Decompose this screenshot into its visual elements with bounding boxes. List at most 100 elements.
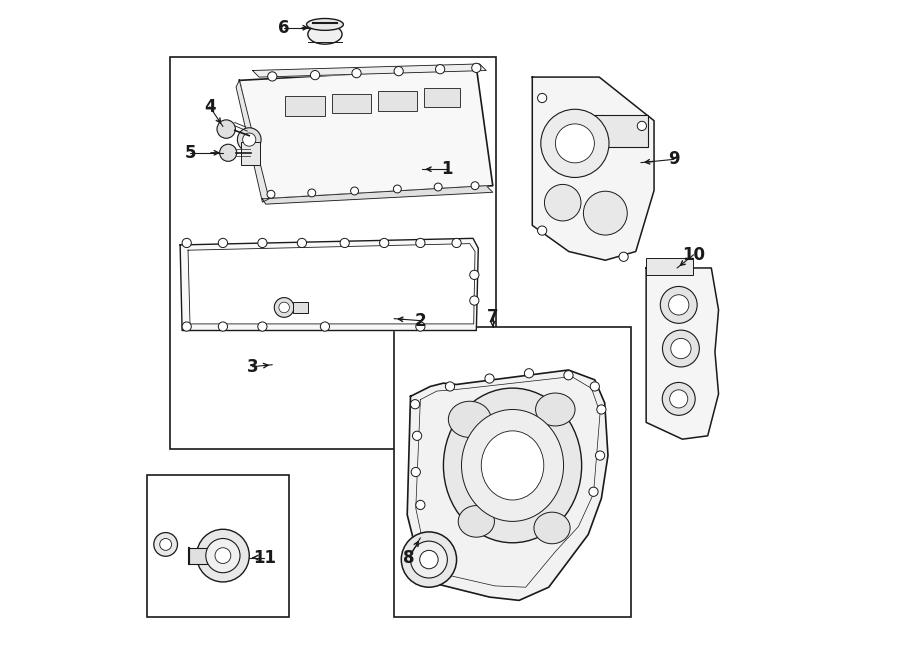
Text: 2: 2 (415, 311, 427, 330)
Circle shape (661, 286, 698, 323)
Circle shape (154, 533, 177, 557)
Circle shape (544, 184, 581, 221)
Polygon shape (263, 186, 493, 204)
Circle shape (446, 382, 454, 391)
Bar (241, 141, 260, 165)
Ellipse shape (534, 512, 570, 544)
Circle shape (410, 541, 447, 578)
Circle shape (589, 487, 598, 496)
Text: 11: 11 (253, 549, 276, 566)
Circle shape (217, 120, 236, 138)
Circle shape (555, 124, 594, 163)
Circle shape (279, 302, 290, 313)
Circle shape (380, 239, 389, 248)
Text: 1: 1 (441, 160, 453, 178)
Circle shape (419, 551, 438, 568)
Circle shape (471, 182, 479, 190)
Circle shape (352, 69, 361, 78)
Circle shape (159, 539, 172, 551)
Polygon shape (239, 67, 493, 199)
Bar (148, 475, 289, 617)
Bar (646, 258, 693, 274)
Circle shape (412, 431, 422, 440)
Bar (378, 91, 417, 110)
Bar (170, 58, 496, 449)
Ellipse shape (444, 388, 581, 543)
Circle shape (637, 122, 646, 130)
Circle shape (257, 322, 267, 331)
Circle shape (238, 128, 261, 151)
Bar (189, 548, 207, 564)
Bar (424, 89, 460, 106)
Circle shape (219, 322, 228, 331)
Text: 9: 9 (668, 150, 680, 169)
Text: 4: 4 (204, 98, 216, 116)
Text: 6: 6 (278, 19, 290, 37)
Polygon shape (180, 239, 478, 330)
Circle shape (670, 390, 688, 408)
Bar (285, 96, 325, 116)
Bar (331, 94, 371, 113)
Circle shape (267, 72, 277, 81)
Circle shape (541, 109, 609, 177)
Circle shape (662, 330, 699, 367)
Circle shape (274, 297, 294, 317)
Ellipse shape (308, 24, 342, 44)
Circle shape (669, 295, 689, 315)
Circle shape (196, 529, 249, 582)
Ellipse shape (448, 401, 491, 438)
Circle shape (340, 239, 349, 248)
Circle shape (182, 322, 192, 331)
Circle shape (662, 383, 695, 415)
Circle shape (416, 239, 425, 248)
Circle shape (597, 405, 606, 414)
Circle shape (416, 322, 425, 331)
Circle shape (206, 539, 240, 572)
Circle shape (215, 548, 230, 564)
Circle shape (537, 226, 547, 235)
Circle shape (619, 253, 628, 261)
Circle shape (219, 239, 228, 248)
Circle shape (472, 63, 481, 73)
Circle shape (525, 369, 534, 378)
Polygon shape (407, 370, 608, 600)
Ellipse shape (307, 19, 344, 30)
Circle shape (182, 239, 192, 248)
Circle shape (220, 144, 237, 161)
Circle shape (410, 400, 419, 408)
Polygon shape (236, 81, 269, 202)
Bar (394, 327, 631, 617)
Text: 10: 10 (682, 246, 705, 264)
Bar (593, 116, 648, 147)
Polygon shape (532, 77, 654, 260)
Circle shape (243, 133, 256, 146)
Circle shape (452, 239, 461, 248)
Text: 8: 8 (403, 549, 415, 566)
Circle shape (401, 532, 456, 587)
Circle shape (416, 500, 425, 510)
Text: 3: 3 (247, 358, 258, 375)
Text: 7: 7 (487, 308, 499, 327)
Circle shape (394, 67, 403, 76)
Circle shape (436, 65, 445, 74)
Circle shape (485, 374, 494, 383)
Ellipse shape (536, 393, 575, 426)
Circle shape (297, 239, 307, 248)
Circle shape (393, 185, 401, 193)
Polygon shape (646, 268, 718, 439)
Polygon shape (253, 64, 486, 77)
Polygon shape (188, 244, 475, 324)
Circle shape (320, 322, 329, 331)
Ellipse shape (462, 409, 563, 522)
Ellipse shape (458, 506, 494, 537)
Circle shape (351, 187, 358, 195)
Circle shape (583, 191, 627, 235)
Circle shape (564, 371, 573, 380)
Circle shape (257, 239, 267, 248)
Bar (293, 302, 308, 313)
Circle shape (590, 382, 599, 391)
Circle shape (470, 270, 479, 280)
Circle shape (411, 467, 420, 477)
Circle shape (308, 189, 316, 197)
Circle shape (267, 190, 274, 198)
